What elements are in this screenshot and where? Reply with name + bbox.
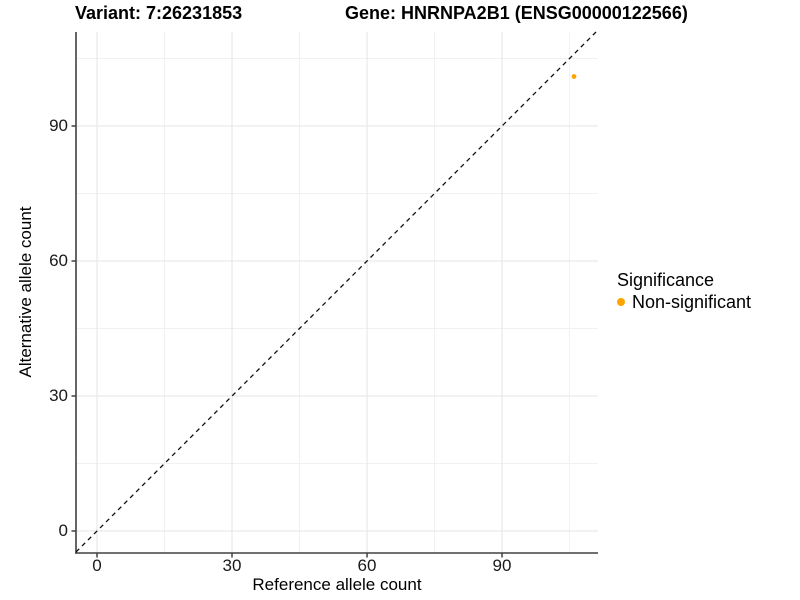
legend: Significance Non-significant — [617, 270, 751, 312]
x-tick-label: 90 — [492, 556, 512, 575]
x-tick-label: 30 — [222, 556, 242, 575]
plot-title-gene: Gene: HNRNPA2B1 (ENSG00000122566) — [345, 3, 688, 23]
x-tick-label: 0 — [92, 556, 102, 575]
y-tick-label: 30 — [49, 385, 68, 405]
plot-title-variant: Variant: 7:26231853 — [75, 3, 243, 23]
y-tick-label: 60 — [49, 251, 68, 270]
data-point — [571, 74, 577, 79]
legend-title: Significance — [617, 270, 715, 290]
x-axis-title: Reference allele count — [252, 575, 422, 594]
x-tick-label: 60 — [357, 556, 377, 575]
y-tick-label: 90 — [49, 116, 68, 135]
legend-item-label: Non-significant — [632, 292, 752, 312]
legend-point-icon — [617, 298, 625, 306]
identity-dashed-line — [75, 31, 597, 553]
y-tick-label: 0 — [58, 520, 68, 540]
legend-item-non-significant: Non-significant — [617, 292, 751, 312]
